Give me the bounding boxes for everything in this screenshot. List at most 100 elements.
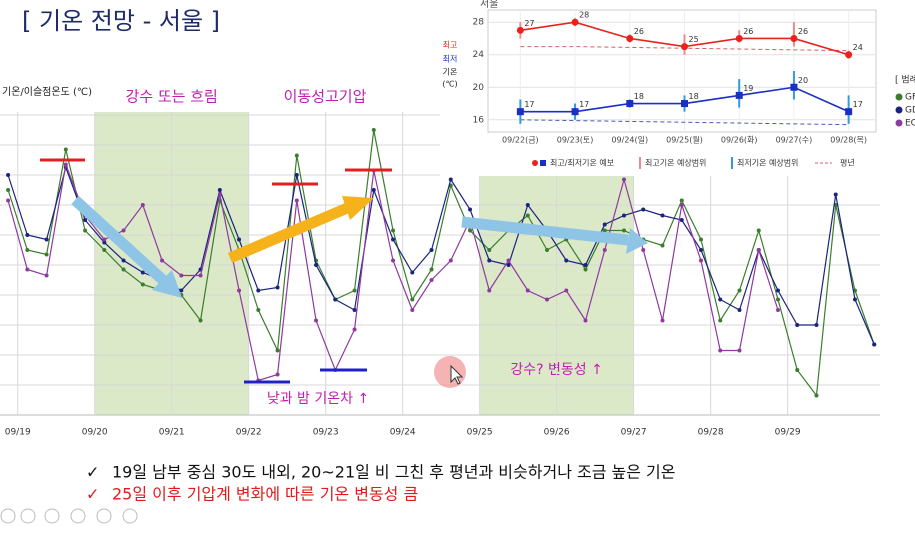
data-point xyxy=(6,173,11,177)
data-point xyxy=(790,83,798,91)
data-point xyxy=(121,267,126,272)
legend-label: 최저기온 예상범위 xyxy=(737,158,798,168)
data-point xyxy=(698,258,703,263)
data-point xyxy=(506,258,511,263)
data-point xyxy=(256,288,261,293)
data-point xyxy=(275,348,280,353)
data-point xyxy=(275,285,280,290)
legend-label: 최고/최저기온 예보 xyxy=(550,158,614,168)
data-point xyxy=(564,258,569,263)
data-label: 17 xyxy=(579,100,589,109)
slide-title: [ 기온 전망 - 서울 ] xyxy=(22,7,220,35)
toolbar-button[interactable] xyxy=(122,508,138,524)
data-point xyxy=(83,218,88,222)
annotation-layer: 이동성고기압 낮과 밤 기온차 ↑ xyxy=(40,88,648,407)
data-label: 17 xyxy=(524,100,534,109)
data-point xyxy=(121,228,126,233)
data-point xyxy=(410,308,415,312)
x-tick-label: 09/20 xyxy=(82,428,108,438)
data-point xyxy=(468,228,473,233)
data-point xyxy=(845,51,853,59)
data-point xyxy=(641,248,646,252)
data-point xyxy=(775,288,780,293)
data-point xyxy=(63,147,68,152)
data-point xyxy=(583,318,588,323)
trend-arrow xyxy=(227,200,355,264)
data-point xyxy=(790,34,798,42)
legend-swatch xyxy=(895,93,903,101)
data-point xyxy=(698,248,703,252)
x-tick-label: 09/22 xyxy=(236,428,262,438)
data-point xyxy=(44,237,49,242)
data-label: 26 xyxy=(743,27,753,36)
data-point xyxy=(679,198,684,203)
data-point xyxy=(6,188,11,192)
toolbar-button[interactable] xyxy=(44,508,60,524)
data-point xyxy=(795,368,800,372)
data-label: 17 xyxy=(853,100,863,109)
data-point xyxy=(583,267,588,272)
data-point xyxy=(448,258,453,263)
data-point xyxy=(622,213,627,218)
data-label: 24 xyxy=(853,43,863,52)
data-point xyxy=(525,288,530,293)
data-point xyxy=(371,188,376,192)
data-point xyxy=(583,263,588,267)
data-point xyxy=(516,26,524,34)
x-tick-label: 09/27 xyxy=(621,428,647,438)
data-point xyxy=(506,263,511,267)
data-point xyxy=(429,278,434,282)
data-point xyxy=(660,213,665,218)
axis-label: 최고 xyxy=(443,40,458,50)
data-point xyxy=(833,192,838,197)
data-point xyxy=(487,258,492,263)
data-point xyxy=(737,308,742,312)
y-axis-label: 기온/이슬점온도 (℃) xyxy=(2,86,92,98)
legend-swatch xyxy=(895,119,903,127)
axis-label: (℃) xyxy=(442,80,457,89)
data-point xyxy=(679,203,684,207)
legend-swatch xyxy=(540,160,546,166)
annotation: 이동성고기압 xyxy=(284,88,367,106)
toolbar-button[interactable] xyxy=(0,508,16,524)
toolbar-button[interactable] xyxy=(70,508,86,524)
normal-line xyxy=(520,119,849,126)
data-label: 18 xyxy=(634,92,644,101)
data-point xyxy=(756,228,761,233)
bullet-mark: ✓ xyxy=(86,463,99,482)
data-point xyxy=(102,248,107,252)
data-point xyxy=(698,237,703,242)
data-point xyxy=(198,273,203,278)
data-point xyxy=(775,308,780,312)
data-point xyxy=(756,248,761,252)
cursor-highlight xyxy=(434,356,466,388)
data-point xyxy=(737,288,742,293)
data-point xyxy=(352,327,357,332)
axis-label: 최저 xyxy=(443,54,458,64)
data-point xyxy=(294,153,299,158)
data-point xyxy=(448,177,453,182)
data-point xyxy=(679,218,684,222)
data-point xyxy=(256,308,261,312)
toolbar-button[interactable] xyxy=(96,508,112,524)
data-point xyxy=(468,207,473,212)
data-point xyxy=(140,270,145,275)
data-point xyxy=(564,288,569,293)
data-point xyxy=(391,258,396,263)
x-tick-label: 09/24(일) xyxy=(611,136,648,145)
data-point xyxy=(735,34,743,42)
toolbar-button[interactable] xyxy=(20,508,36,524)
data-label: 25 xyxy=(689,35,699,44)
data-point xyxy=(179,288,184,293)
data-point xyxy=(775,297,780,302)
inset-background xyxy=(440,0,880,176)
data-point xyxy=(237,288,242,293)
data-point xyxy=(314,318,319,323)
data-point xyxy=(545,248,550,252)
series-line xyxy=(7,129,875,398)
data-point xyxy=(410,270,415,275)
bullet-list: ✓ 19일 남부 중심 30도 내외, 20~21일 비 그친 후 평년과 비슷… xyxy=(86,463,676,504)
data-point xyxy=(102,240,107,245)
data-point xyxy=(410,297,415,302)
